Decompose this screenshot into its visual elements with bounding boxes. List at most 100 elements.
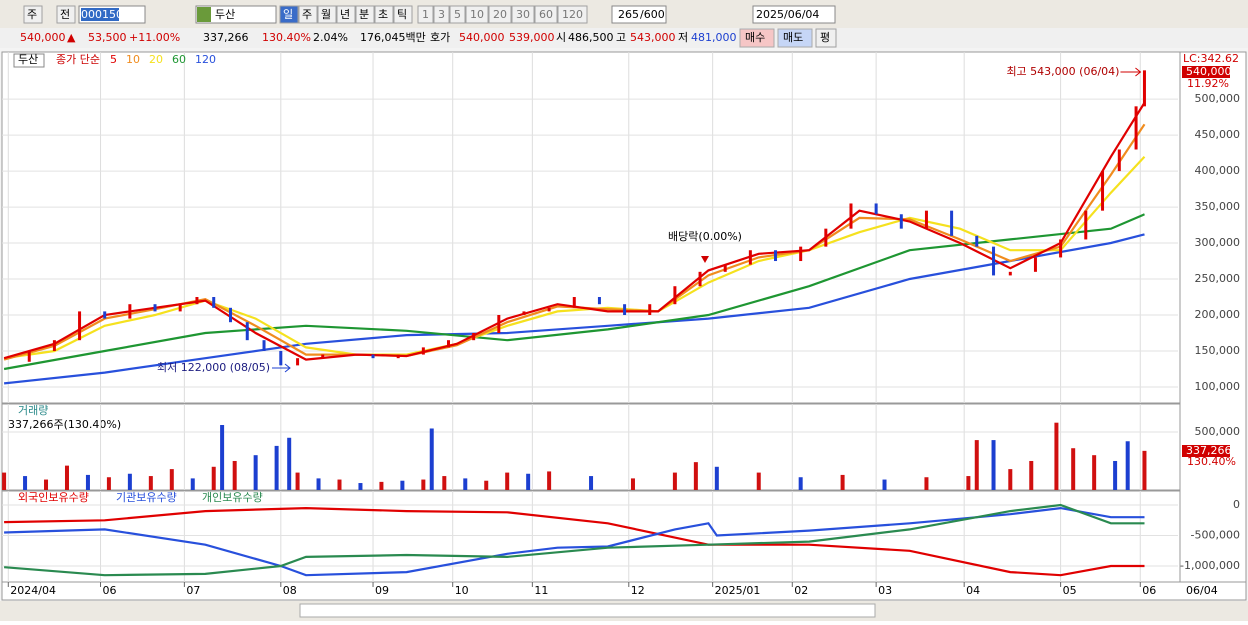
volume-bar — [220, 425, 225, 490]
volume-bar — [1008, 469, 1013, 490]
legend-item: 5 — [110, 53, 117, 66]
open: 486,500 — [568, 31, 614, 44]
legend-item: 20 — [149, 53, 163, 66]
volume-bar — [589, 476, 594, 490]
volume-bar — [1071, 448, 1076, 490]
code: 000150 — [81, 8, 123, 21]
interval: 3 — [438, 8, 445, 21]
interval-button[interactable] — [417, 5, 434, 24]
y-tick-label: 350,000 — [1195, 200, 1241, 213]
volume-bar — [1113, 460, 1118, 490]
legend-item: 기관보유수량 — [116, 491, 177, 504]
price-panel — [1, 51, 1181, 404]
sell-button[interactable] — [777, 28, 813, 48]
volume-bar — [148, 476, 153, 490]
candle — [1033, 257, 1037, 272]
price: 540,000 — [20, 31, 66, 44]
candle — [597, 297, 601, 305]
candle — [396, 354, 400, 359]
candle — [421, 347, 425, 355]
candle — [1134, 106, 1138, 150]
scroll-track[interactable] — [299, 603, 876, 618]
market-select[interactable] — [23, 5, 43, 24]
volume-bar — [287, 437, 292, 490]
candle — [195, 297, 199, 305]
period-button[interactable] — [298, 5, 318, 24]
interval-button[interactable] — [511, 5, 535, 24]
y-tick-label: 400,000 — [1195, 164, 1241, 177]
candle — [27, 350, 31, 362]
y-tick-label: 100,000 — [1195, 380, 1241, 393]
period-button[interactable] — [317, 5, 337, 24]
volume-bar — [526, 473, 531, 490]
candle — [572, 297, 576, 308]
candle — [723, 264, 727, 272]
x-tick-label: 2024/04 — [10, 584, 56, 597]
candle — [623, 304, 627, 315]
volume-bar — [714, 466, 719, 490]
candle — [52, 340, 56, 351]
x-tick-label: 08 — [283, 584, 297, 597]
arrow: ▲ — [67, 31, 76, 44]
bid: 539,000 — [509, 31, 555, 44]
volume-bar — [1092, 455, 1097, 490]
volume-bar — [400, 480, 405, 490]
prev-button[interactable] — [56, 5, 76, 24]
stock-name: 두산 — [215, 8, 235, 21]
prev: 전 — [60, 8, 70, 21]
candle — [78, 311, 82, 341]
bid-label: 호가 — [430, 31, 450, 44]
volume-bar — [442, 476, 447, 490]
avg-button[interactable] — [815, 28, 837, 48]
date-box[interactable] — [752, 5, 836, 24]
period-button[interactable] — [336, 5, 356, 24]
count-box[interactable] — [611, 5, 667, 24]
interval-button[interactable] — [488, 5, 512, 24]
candle — [547, 307, 551, 312]
buy-button[interactable] — [739, 28, 775, 48]
period: 초 — [378, 8, 388, 21]
legend-title: 종가 단순 — [56, 53, 100, 66]
volume-bar — [463, 478, 468, 490]
x-tick-label: 10 — [455, 584, 469, 597]
x-tick-label: 06 — [103, 584, 117, 597]
interval-button[interactable] — [465, 5, 489, 24]
candle — [849, 203, 853, 229]
period-button[interactable] — [279, 5, 299, 24]
volume-last: 337,266 — [1186, 444, 1232, 457]
name-box[interactable] — [195, 5, 277, 24]
quote-bar — [0, 28, 1248, 48]
period-button[interactable] — [355, 5, 375, 24]
cursor-date: 06/04 — [1186, 584, 1218, 597]
x-tick-label: 04 — [966, 584, 980, 597]
candle — [899, 214, 903, 229]
volume-bar — [44, 479, 49, 490]
low-arrow — [272, 363, 291, 373]
candle — [924, 210, 928, 229]
candle — [648, 304, 652, 315]
candle — [447, 340, 451, 348]
high: 543,000 — [630, 31, 676, 44]
period-button[interactable] — [393, 5, 413, 24]
change: 53,500 — [88, 31, 127, 44]
interval-button[interactable] — [449, 5, 466, 24]
interval-button[interactable] — [534, 5, 558, 24]
interval: 120 — [562, 8, 583, 21]
last-pct: 11.92% — [1187, 77, 1229, 90]
candle — [698, 271, 702, 287]
volume-bar — [2, 472, 7, 490]
y-tick-label: -500,000 — [1191, 529, 1240, 542]
volume-bar — [756, 472, 761, 490]
candle — [153, 304, 157, 312]
volume-bar — [379, 481, 384, 490]
volume-bar — [169, 469, 174, 490]
volume-bar — [798, 477, 803, 490]
period-button[interactable] — [374, 5, 394, 24]
ask: 540,000 — [459, 31, 505, 44]
period: 일 — [283, 7, 293, 21]
volume-bar — [1125, 441, 1130, 490]
volume: 337,266 — [203, 31, 249, 44]
interval-button[interactable] — [433, 5, 450, 24]
volume-bar — [1054, 422, 1059, 490]
interval-button[interactable] — [557, 5, 588, 24]
